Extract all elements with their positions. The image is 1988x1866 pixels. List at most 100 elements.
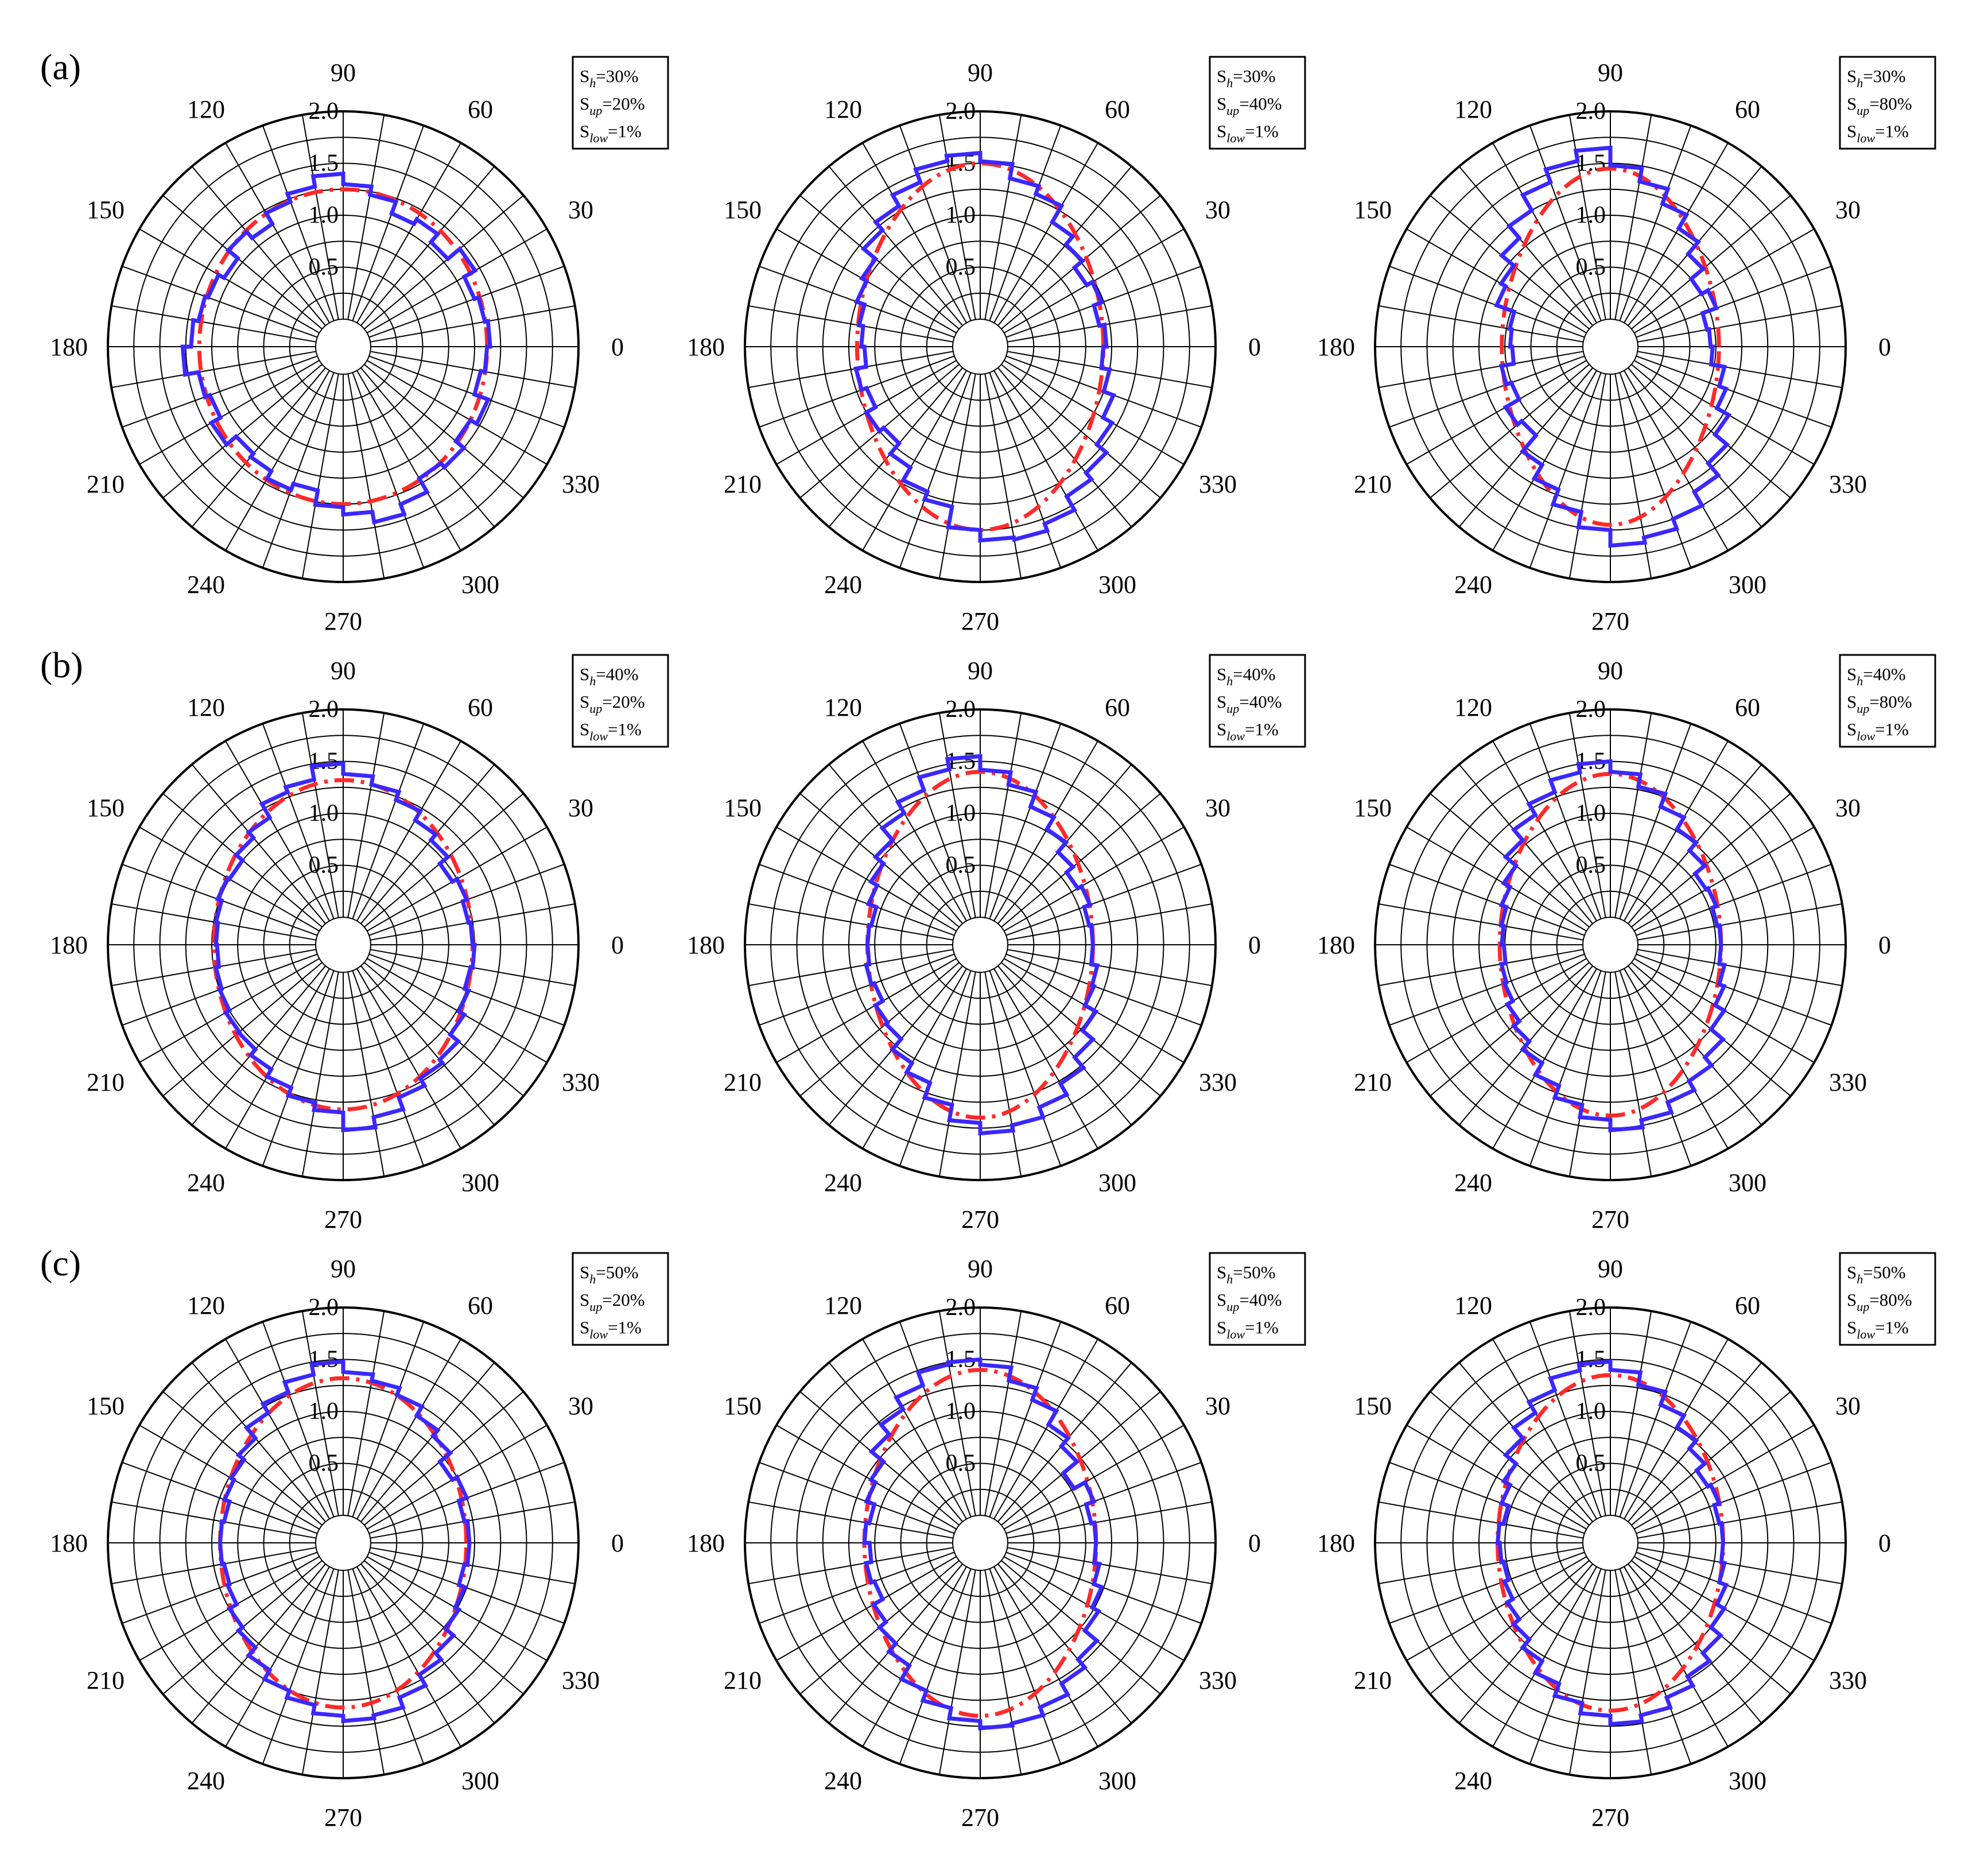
angle-tick-label: 60 [1105, 95, 1130, 123]
grid-circle [952, 1515, 1008, 1571]
grid-spoke [360, 965, 495, 1126]
grid-spoke [1458, 764, 1593, 924]
grid-spoke [364, 1560, 524, 1695]
grid-spoke [1529, 723, 1602, 920]
grid-spoke [1631, 195, 1791, 329]
grid-spoke [984, 115, 1022, 320]
legend-sh: Sh=30% [580, 66, 639, 90]
grid-spoke [1001, 962, 1161, 1097]
radial-tick-label: 1.5 [309, 150, 339, 177]
grid-spoke [1004, 228, 1185, 333]
grid-spoke [1406, 1425, 1587, 1530]
grid-spoke [759, 1461, 955, 1534]
grid-spoke [1634, 228, 1815, 333]
angle-tick-label: 150 [1354, 1392, 1392, 1420]
angle-tick-label: 120 [1454, 95, 1492, 123]
grid-spoke [1568, 1570, 1606, 1775]
polar-panel: 03060901201501802102402703003300.51.01.5… [50, 1252, 669, 1832]
angle-tick-label: 210 [1354, 470, 1392, 498]
grid-spoke [1631, 364, 1791, 499]
grid-spoke [1614, 1311, 1652, 1516]
grid-spoke [1636, 1551, 1832, 1624]
grid-spoke [984, 972, 1022, 1177]
grid-spoke [776, 958, 957, 1063]
angle-tick-label: 180 [687, 1529, 725, 1557]
grid-spoke [1614, 1570, 1652, 1775]
grid-spoke [759, 863, 955, 936]
angle-tick-label: 120 [187, 693, 225, 721]
angle-tick-label: 270 [1591, 607, 1629, 635]
polar-panels: 03060901201501802102402703003300.51.01.5… [50, 56, 1936, 1832]
grid-spoke [1389, 265, 1585, 338]
grid-spoke [993, 1339, 1098, 1519]
angle-tick-label: 30 [1835, 1392, 1861, 1420]
radial-tick-label: 1.0 [1576, 1398, 1606, 1425]
grid-spoke [1624, 740, 1729, 921]
grid-spoke [993, 740, 1098, 921]
grid-spoke [1005, 953, 1202, 1026]
grid-circle [315, 319, 371, 375]
radial-tick-label: 1.0 [946, 1398, 976, 1425]
radial-tick-label: 2.0 [1576, 696, 1606, 723]
radial-tick-label: 2.0 [309, 98, 339, 125]
grid-spoke [1624, 1566, 1729, 1747]
grid-spoke [776, 827, 957, 932]
grid-spoke [1007, 903, 1212, 941]
legend-slow: Slow=1% [580, 121, 642, 145]
row-labels: (a) (b) (c) [40, 46, 83, 1283]
fit-curve [1500, 166, 1721, 527]
grid-spoke [997, 166, 1132, 326]
angle-tick-label: 210 [724, 470, 762, 498]
polar-panel: 03060901201501802102402703003300.51.01.5… [1317, 1252, 1936, 1832]
grid-spoke [862, 740, 967, 921]
grid-spoke [225, 370, 330, 551]
grid-spoke [1628, 1564, 1762, 1724]
angle-tick-label: 300 [1098, 1767, 1136, 1795]
grid-circle [1582, 917, 1638, 973]
polar-panel: 03060901201501802102402703003300.51.01.5… [687, 1252, 1306, 1832]
grid-spoke [1637, 1547, 1842, 1585]
grid-spoke [1529, 1321, 1602, 1518]
angle-tick-label: 300 [1729, 1767, 1766, 1795]
angle-tick-label: 330 [562, 1666, 600, 1694]
grid-spoke [356, 142, 461, 323]
angle-tick-label: 300 [1098, 571, 1136, 599]
angle-tick-label: 180 [50, 333, 88, 361]
grid-spoke [828, 166, 963, 326]
grid-spoke [748, 1501, 953, 1539]
grid-spoke [370, 1547, 575, 1585]
grid-spoke [1637, 903, 1842, 941]
legend-sup: Sup=20% [580, 94, 645, 118]
angle-tick-label: 90 [1598, 1255, 1623, 1283]
angle-tick-label: 210 [724, 1068, 762, 1096]
angle-tick-label: 90 [968, 59, 993, 87]
grid-spoke [262, 1321, 335, 1518]
legend-sup: Sup=80% [1847, 94, 1912, 118]
angle-tick-label: 30 [568, 196, 593, 224]
grid-spoke [1379, 305, 1583, 343]
angle-tick-label: 330 [1829, 1666, 1867, 1694]
grid-spoke [899, 372, 972, 568]
grid-spoke [1458, 1362, 1593, 1522]
angle-tick-label: 300 [1729, 1169, 1766, 1197]
grid-spoke [1568, 1311, 1606, 1516]
histogram-curve [180, 171, 492, 525]
legend-box: Sh=30% Sup=40% Slow=1% [1209, 56, 1306, 150]
grid-spoke [360, 367, 495, 527]
grid-spoke [1001, 793, 1161, 928]
grid-spoke [799, 962, 960, 1097]
grid-spoke [347, 1311, 385, 1516]
grid-spoke [262, 125, 335, 321]
polar-panel: 03060901201501802102402703003300.51.01.5… [50, 56, 669, 635]
grid-spoke [122, 1551, 318, 1624]
angle-tick-label: 60 [1105, 693, 1130, 721]
grid-spoke [748, 1547, 953, 1585]
grid-spoke [1406, 827, 1587, 932]
grid-spoke [122, 265, 318, 338]
angle-tick-label: 60 [468, 1291, 493, 1320]
grid-spoke [1636, 355, 1832, 428]
grid-spoke [748, 305, 953, 343]
legend-sup: Sup=80% [1847, 1290, 1912, 1314]
angle-tick-label: 0 [1248, 1529, 1261, 1557]
grid-spoke [1004, 1425, 1185, 1530]
